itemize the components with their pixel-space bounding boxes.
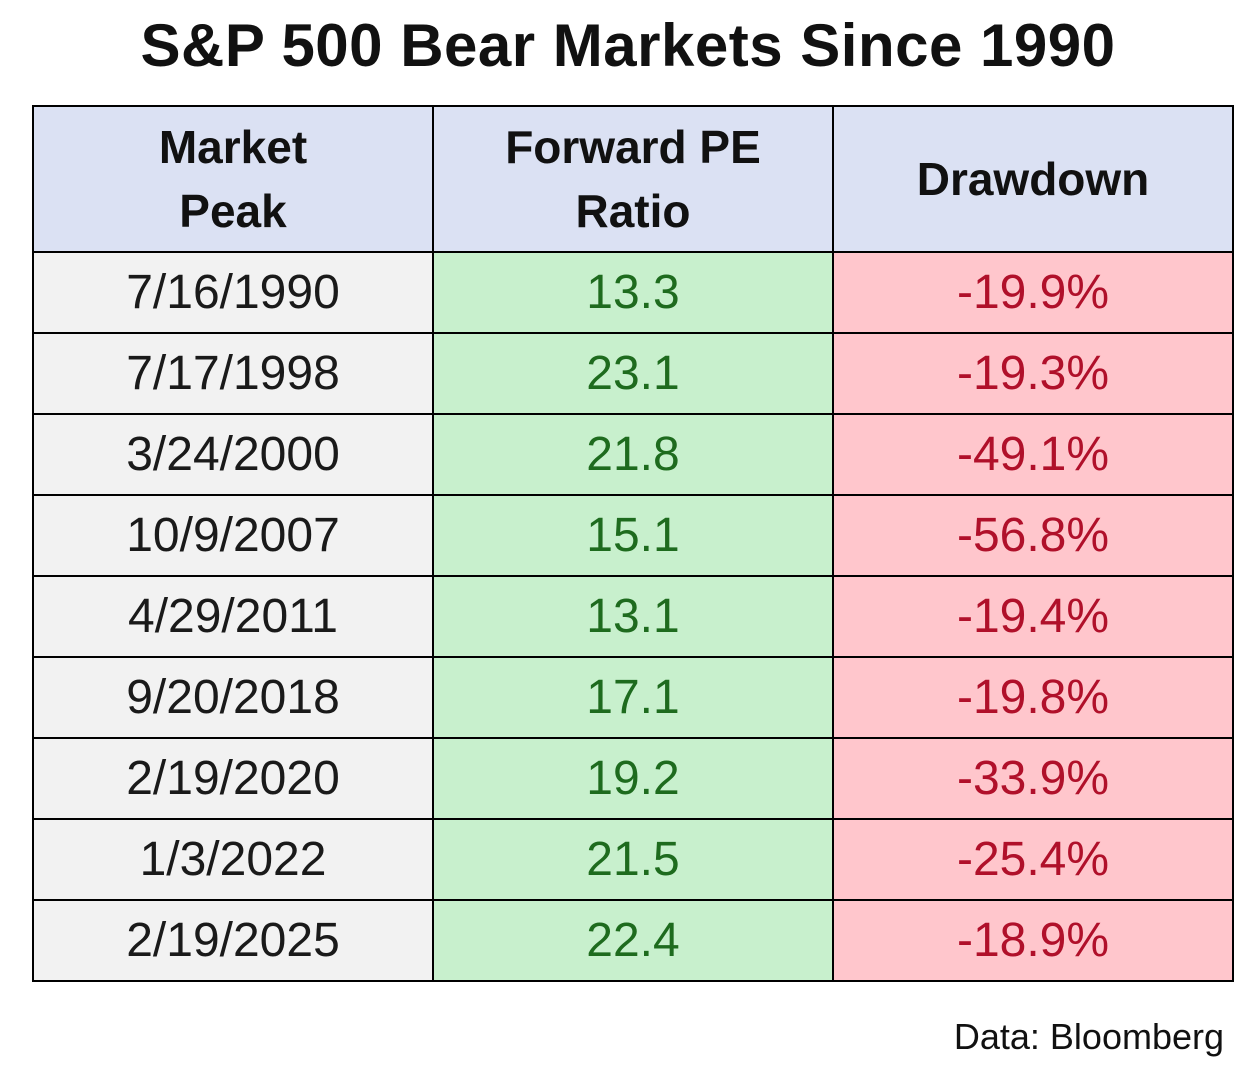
cell-market-peak: 7/16/1990	[32, 251, 434, 334]
chart-title: S&P 500 Bear Markets Since 1990	[140, 12, 1116, 79]
cell-forward-pe: 17.1	[432, 656, 834, 739]
table-row: 2/19/2025 22.4 -18.9%	[32, 899, 1234, 982]
cell-market-peak: 9/20/2018	[32, 656, 434, 739]
cell-drawdown: -19.9%	[832, 251, 1234, 334]
table-row: 7/17/1998 23.1 -19.3%	[32, 332, 1234, 415]
cell-forward-pe: 13.3	[432, 251, 834, 334]
header-forward-pe-line2: Ratio	[575, 185, 691, 237]
cell-drawdown: -19.8%	[832, 656, 1234, 739]
cell-drawdown: -49.1%	[832, 413, 1234, 496]
table-row: 3/24/2000 21.8 -49.1%	[32, 413, 1234, 496]
cell-drawdown: -25.4%	[832, 818, 1234, 901]
cell-market-peak: 4/29/2011	[32, 575, 434, 658]
cell-forward-pe: 15.1	[432, 494, 834, 577]
header-market-peak-line1: Market	[158, 121, 308, 173]
cell-market-peak: 2/19/2020	[32, 737, 434, 820]
cell-market-peak: 10/9/2007	[32, 494, 434, 577]
cell-forward-pe: 13.1	[432, 575, 834, 658]
table-row: 9/20/2018 17.1 -19.8%	[32, 656, 1234, 739]
header-forward-pe-ratio: Forward PE Ratio	[432, 105, 834, 253]
header-drawdown: Drawdown	[832, 105, 1234, 253]
cell-forward-pe: 21.8	[432, 413, 834, 496]
table-row: 2/19/2020 19.2 -33.9%	[32, 737, 1234, 820]
header-market-peak: Market Peak	[32, 105, 434, 253]
table-row: 10/9/2007 15.1 -56.8%	[32, 494, 1234, 577]
table-row: 1/3/2022 21.5 -25.4%	[32, 818, 1234, 901]
cell-drawdown: -56.8%	[832, 494, 1234, 577]
cell-forward-pe: 19.2	[432, 737, 834, 820]
cell-drawdown: -19.3%	[832, 332, 1234, 415]
header-row: Market Peak Forward PE Ratio Drawdown	[32, 105, 1234, 253]
cell-drawdown: -33.9%	[832, 737, 1234, 820]
cell-market-peak: 2/19/2025	[32, 899, 434, 982]
header-drawdown-label: Drawdown	[916, 153, 1150, 205]
cell-market-peak: 1/3/2022	[32, 818, 434, 901]
table-body: 7/16/1990 13.3 -19.9% 7/17/1998 23.1 -19.3% 3/…	[32, 251, 1234, 982]
cell-forward-pe: 23.1	[432, 332, 834, 415]
cell-market-peak: 7/17/1998	[32, 332, 434, 415]
data-source-note: Data: Bloomberg	[953, 1016, 1224, 1057]
header-market-peak-line2: Peak	[179, 185, 287, 237]
cell-forward-pe: 22.4	[432, 899, 834, 982]
cell-drawdown: -18.9%	[832, 899, 1234, 982]
header-forward-pe-line1: Forward PE	[505, 121, 761, 173]
cell-drawdown: -19.4%	[832, 575, 1234, 658]
cell-market-peak: 3/24/2000	[32, 413, 434, 496]
bear-market-table: Market Peak Forward PE Ratio Drawdown 7/…	[32, 105, 1234, 982]
cell-forward-pe: 21.5	[432, 818, 834, 901]
table-row: 4/29/2011 13.1 -19.4%	[32, 575, 1234, 658]
table-row: 7/16/1990 13.3 -19.9%	[32, 251, 1234, 334]
